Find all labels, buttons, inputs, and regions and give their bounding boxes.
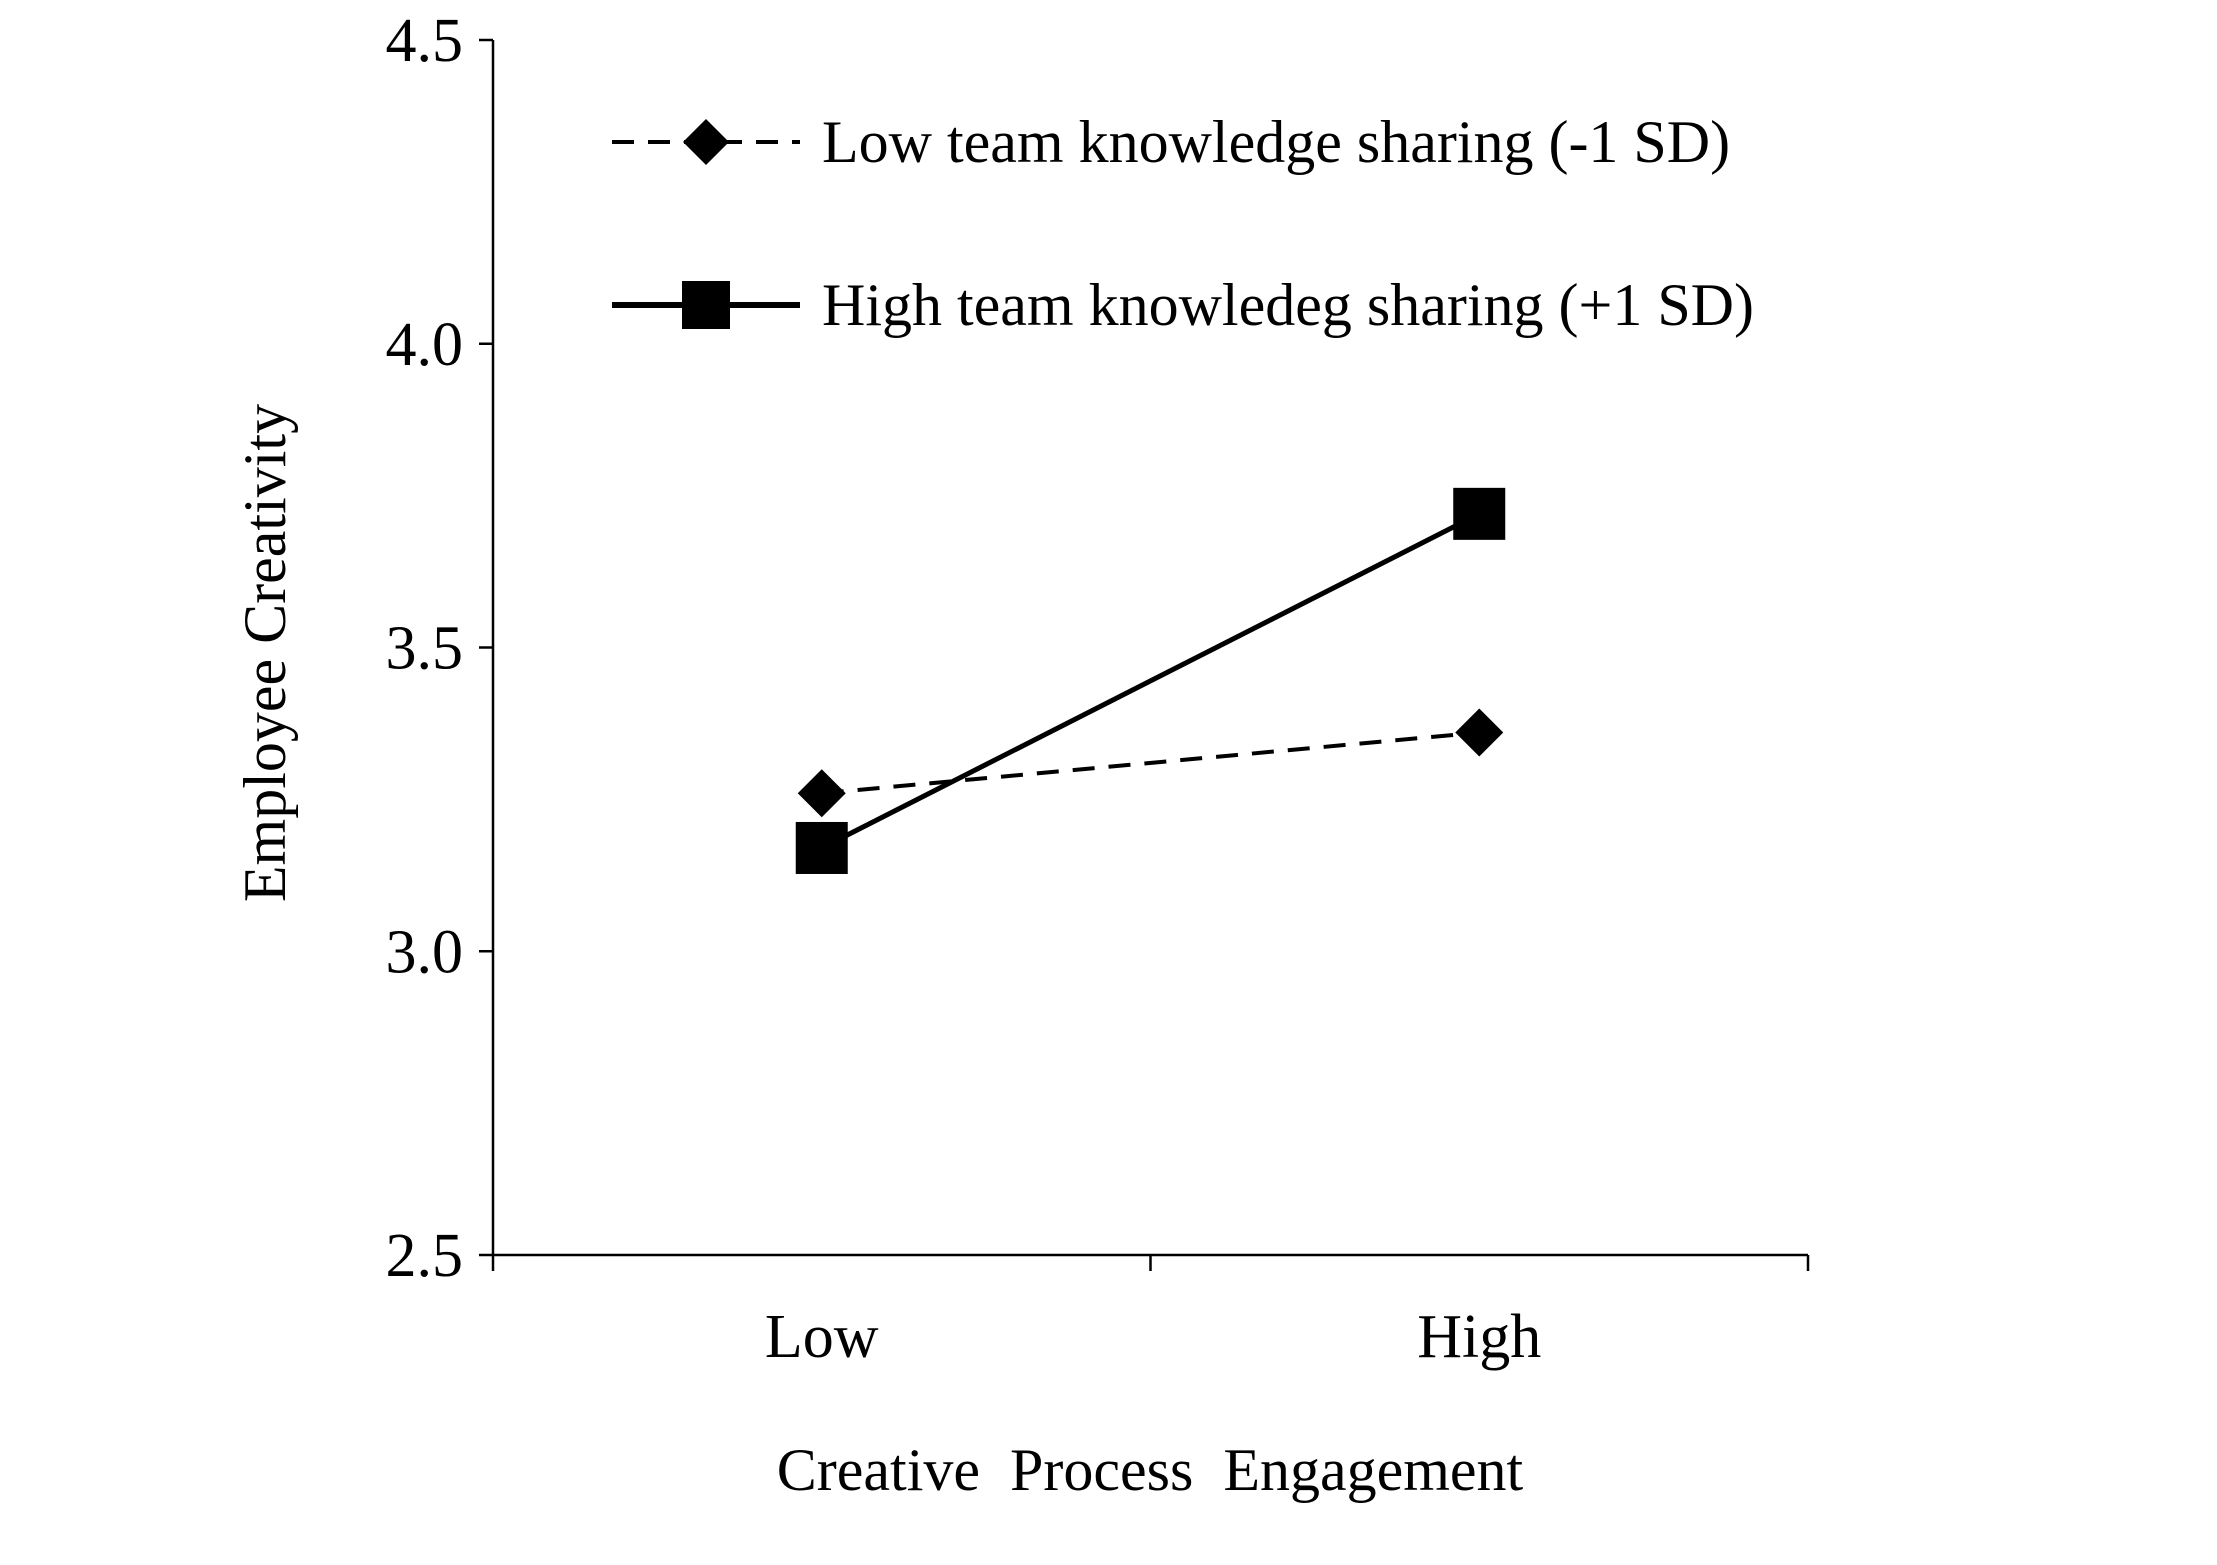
x-axis-ticks: Low High — [491, 1255, 1810, 1371]
y-axis-ticks: 2.5 3.0 3.5 4.0 4.5 — [386, 7, 493, 1290]
legend: Low team knowledge sharing (-1 SD) High t… — [612, 109, 1754, 338]
data-point-2-high — [1453, 487, 1506, 540]
series-layer — [795, 487, 1506, 874]
legend-swatch-marker — [683, 119, 729, 165]
y-tick-label: 3.0 — [386, 918, 464, 986]
y-tick-label: 2.5 — [386, 1222, 464, 1290]
legend-label-1: Low team knowledge sharing (-1 SD) — [822, 109, 1730, 175]
y-axis-label: Employee Creativity — [232, 404, 298, 902]
legend-label-2: High team knowledeg sharing (+1 SD) — [822, 272, 1754, 338]
series-line-2 — [820, 511, 1481, 851]
y-tick-label: 4.5 — [386, 7, 464, 75]
x-tick-label-high: High — [1417, 1303, 1541, 1371]
y-tick-label: 4.0 — [386, 311, 464, 379]
legend-swatch-marker — [682, 281, 730, 329]
y-tick-label: 3.5 — [386, 615, 464, 683]
chart-axes — [491, 40, 1808, 1257]
data-point-1-low — [797, 769, 846, 818]
data-point-2-low — [795, 821, 848, 874]
series-line-1 — [821, 730, 1480, 796]
series-high-team-knowledeg-sharing-1-sd — [795, 487, 1506, 874]
legend-item-1: Low team knowledge sharing (-1 SD) — [612, 109, 1730, 175]
x-axis-label: Creative Process Engagement — [777, 1437, 1524, 1503]
legend-item-2: High team knowledeg sharing (+1 SD) — [612, 272, 1754, 338]
x-tick-label-low: Low — [765, 1303, 879, 1371]
data-point-1-high — [1455, 708, 1504, 757]
series-low-team-knowledge-sharing-1-sd — [797, 708, 1504, 818]
